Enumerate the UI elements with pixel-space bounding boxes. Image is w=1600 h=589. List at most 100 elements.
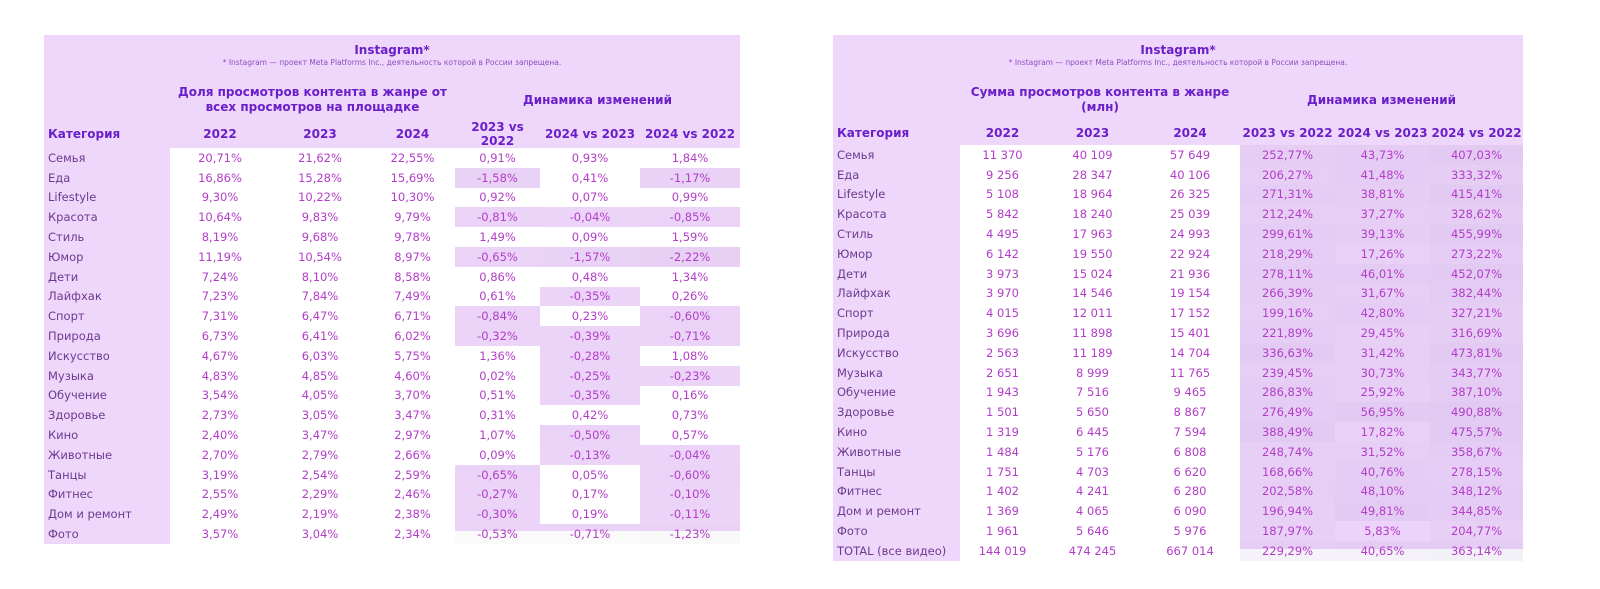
value-cell: 17,26%: [1335, 243, 1431, 264]
table-row: Фото 1 961 5 646 5 976 187,97% 5,83% 204,77%: [833, 521, 1524, 541]
value-cell: -0,81%: [455, 207, 540, 227]
value-cell: 4 703: [1045, 461, 1140, 482]
value-cell: 276,49%: [1240, 402, 1336, 423]
category-cell: Дом и ремонт: [833, 501, 960, 522]
table-row: TOTAL (все видео) 144 019 474 245 667 014 22…: [833, 540, 1524, 561]
instagram-share-table-panel: Instagram* * Instagram — проект Meta Pla…: [44, 35, 741, 544]
value-cell: -0,53%: [455, 524, 540, 544]
value-cell: 363,14%: [1430, 540, 1524, 561]
table-row: Музыка 4,83% 4,85% 4,60% 0,02% -0,25% -0,23%: [44, 365, 740, 386]
table-row: Дети 7,24% 8,10% 8,58% 0,86% 0,48% 1,34%: [44, 266, 741, 287]
value-cell: 15 024: [1045, 263, 1140, 284]
value-cell: 2,54%: [270, 464, 370, 485]
value-cell: 3,05%: [270, 405, 370, 426]
value-cell: 0,17%: [540, 484, 640, 505]
table-row: Дети 3 973 15 024 21 936 278,11% 46,01% 452,07…: [833, 263, 1524, 284]
value-cell: 348,12%: [1430, 481, 1524, 502]
value-cell: 168,66%: [1240, 461, 1336, 482]
value-cell: 2,46%: [370, 484, 455, 505]
category-cell: Фитнес: [833, 481, 960, 502]
value-cell: 0,51%: [455, 385, 540, 406]
category-cell: Стиль: [833, 224, 960, 244]
category-cell: Искусство: [833, 342, 960, 363]
table-row: Спорт 7,31% 6,47% 6,71% -0,84% 0,23% -0,60%: [44, 306, 740, 327]
value-cell: 22 924: [1140, 243, 1241, 264]
table-row: Фитнес 2,55% 2,29% 2,46% -0,27% 0,17% -0,10%: [44, 484, 740, 505]
column-header: 2023: [1075, 125, 1110, 140]
value-cell: 21,62%: [270, 148, 370, 168]
table-title: Instagram*: [1140, 43, 1216, 57]
category-cell: Лайфхак: [833, 283, 960, 304]
value-cell: 1 369: [960, 501, 1045, 522]
value-cell: 0,23%: [540, 306, 640, 327]
value-cell: 12 011: [1045, 303, 1140, 324]
column-header: 2022: [203, 127, 237, 141]
value-cell: 6,41%: [270, 326, 370, 346]
value-cell: 3,47%: [370, 405, 455, 426]
category-cell: Музыка: [833, 362, 960, 383]
value-cell: 2,49%: [170, 504, 270, 525]
value-cell: -1,58%: [455, 167, 540, 188]
table-row: Обучение 3,54% 4,05% 3,70% 0,51% -0,35% 0,16%: [44, 385, 741, 406]
column-header: 2024 vs 2022: [644, 127, 736, 141]
value-cell: 1 961: [960, 521, 1045, 541]
value-cell: 31,52%: [1335, 441, 1431, 462]
value-cell: 11 189: [1045, 342, 1140, 363]
value-cell: 40 109: [1045, 145, 1140, 165]
category-cell: Здоровье: [44, 405, 170, 426]
value-cell: -1,17%: [640, 167, 741, 188]
value-cell: 0,09%: [540, 227, 640, 247]
value-cell: 271,31%: [1240, 184, 1336, 205]
value-cell: 6 808: [1140, 441, 1241, 462]
value-cell: 4,60%: [370, 365, 455, 386]
value-cell: 0,57%: [640, 425, 741, 445]
value-cell: 5,75%: [370, 345, 455, 366]
value-cell: 475,57%: [1430, 422, 1524, 442]
value-cell: 343,77%: [1430, 362, 1524, 383]
value-cell: 18 964: [1045, 184, 1140, 205]
value-cell: 10,30%: [370, 187, 455, 208]
value-cell: 9,83%: [270, 207, 370, 228]
value-cell: 24 993: [1140, 224, 1241, 244]
category-cell: Красота: [833, 204, 960, 225]
value-cell: 7,84%: [270, 286, 370, 307]
table-row: Дом и ремонт 2,49% 2,19% 2,38% -0,30% 0,19% -0…: [44, 504, 740, 525]
value-cell: -0,71%: [640, 326, 740, 346]
value-cell: -0,60%: [640, 306, 740, 326]
value-cell: 344,85%: [1430, 501, 1524, 522]
value-cell: 17 963: [1045, 224, 1140, 244]
category-cell: Танцы: [833, 461, 960, 482]
table-row: Семья 20,71% 21,62% 22,55% 0,91% 0,93% 1,84%: [44, 148, 741, 168]
value-cell: -0,25%: [540, 366, 640, 386]
table-row: Природа 6,73% 6,41% 6,02% -0,32% -0,39% -0,71%: [44, 326, 740, 346]
value-cell: 6 090: [1140, 501, 1241, 522]
value-cell: 3,54%: [170, 385, 270, 406]
value-cell: 8,19%: [170, 227, 270, 247]
table-footnote: * Instagram — проект Meta Platforms Inc.…: [1008, 58, 1348, 67]
value-cell: 6,73%: [170, 326, 270, 346]
table-row: Юмор 6 142 19 550 22 924 218,29% 17,26% 273,22…: [833, 243, 1524, 264]
value-cell: 3,57%: [170, 524, 270, 544]
value-cell: -0,35%: [540, 386, 640, 406]
value-cell: 2,19%: [270, 504, 370, 525]
table-title: Instagram*: [354, 43, 430, 57]
value-cell: -0,27%: [455, 485, 540, 505]
category-cell: Природа: [833, 323, 960, 343]
value-cell: 202,58%: [1240, 481, 1336, 502]
table-row: Танцы 1 751 4 703 6 620 168,66% 40,76% 278,15%: [833, 461, 1524, 482]
value-cell: -0,30%: [455, 504, 540, 524]
value-cell: 0,61%: [455, 286, 540, 307]
value-cell: 474 245: [1045, 540, 1140, 561]
value-cell: 0,07%: [540, 187, 640, 208]
value-cell: -0,23%: [640, 366, 740, 386]
value-cell: 278,11%: [1240, 263, 1336, 284]
table-row: Кино 1 319 6 445 7 594 388,49% 17,82% 475,57%: [833, 422, 1524, 442]
value-cell: 299,61%: [1240, 224, 1336, 244]
value-cell: 328,62%: [1430, 204, 1524, 225]
value-cell: 19 550: [1045, 243, 1140, 264]
group-header-share: Доля просмотров контента в жанре от всех…: [178, 85, 447, 114]
value-cell: -0,50%: [540, 425, 640, 445]
category-cell: Стиль: [44, 227, 170, 247]
value-cell: 7,24%: [170, 266, 270, 287]
value-cell: 4,85%: [270, 365, 370, 386]
